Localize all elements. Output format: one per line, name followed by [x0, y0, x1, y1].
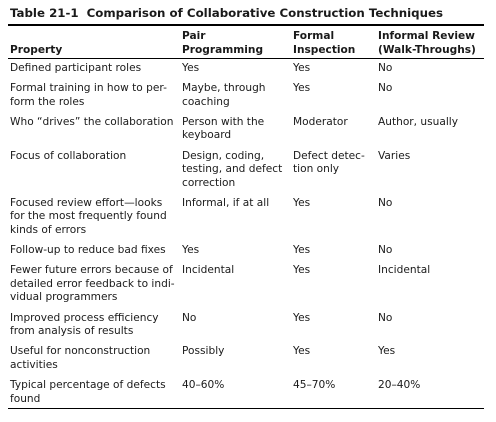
row-label: form the roles [10, 95, 85, 108]
table-cell: Possibly [182, 345, 225, 358]
table-cell: No [378, 311, 393, 324]
table-cell: No [182, 311, 197, 324]
row-label: found [10, 392, 41, 405]
table-cell: tion only [293, 163, 340, 176]
table-cell: No [378, 244, 393, 257]
row-label: Improved process efficiency [10, 311, 159, 324]
table-title: Table 21-1 Comparison of Collaborative Co… [10, 6, 443, 20]
column-header: Formal [293, 30, 335, 42]
row-label: Typical percentage of defects [10, 378, 166, 391]
table-cell: Yes [182, 62, 200, 74]
table-cell: Yes [293, 82, 311, 95]
bottom-rule [8, 408, 484, 409]
table-cell: 45–70% [293, 378, 336, 391]
row-label: Follow-up to reduce bad fixes [10, 244, 166, 257]
table-cell: Author, usually [378, 115, 458, 128]
row-label: activities [10, 358, 58, 371]
table-cell: Design, coding, [182, 149, 265, 162]
column-header: (Walk-Throughs) [378, 43, 476, 56]
row-label: Useful for nonconstruction [10, 345, 151, 358]
table-cell: Moderator [293, 115, 348, 128]
row-label: Focus of collaboration [10, 149, 127, 162]
row-label: Formal training in how to per- [10, 82, 167, 95]
table-cell: testing, and defect [182, 163, 283, 176]
table-caption: Comparison of Collaborative Construction… [86, 6, 444, 20]
column-header: Programming [182, 43, 264, 56]
table-cell: Yes [378, 345, 396, 358]
row-label: Fewer future errors because of [10, 264, 173, 277]
top-rule [8, 24, 484, 26]
table-cell: Varies [378, 149, 411, 162]
column-header: Informal Review [378, 30, 475, 42]
row-label: Who “drives” the collaboration [10, 115, 174, 128]
table-cell: Yes [293, 62, 311, 74]
header-rule [8, 58, 484, 59]
column-header: Pair [182, 30, 206, 42]
table-cell: keyboard [182, 129, 232, 142]
table-cell: correction [182, 176, 236, 189]
table-cell: No [378, 196, 393, 209]
row-label: detailed error feedback to indi- [10, 277, 175, 290]
table-cell: Informal, if at all [182, 196, 270, 209]
row-label: kinds of errors [10, 224, 87, 236]
table-cell: Yes [293, 244, 311, 257]
table-cell: Defect detec- [293, 149, 365, 162]
row-label: Focused review effort—looks [10, 196, 163, 209]
row-label: for the most frequently found [10, 210, 167, 223]
row-label: from analysis of results [10, 325, 134, 338]
column-header: Property [10, 43, 63, 56]
table-cell: coaching [182, 95, 230, 108]
table-cell: No [378, 62, 393, 74]
table-cell: Yes [293, 311, 311, 324]
table-cell: 40–60% [182, 378, 225, 391]
table-cell: Person with the [182, 115, 265, 128]
table-cell: Yes [293, 196, 311, 209]
table-cell: Yes [293, 345, 311, 358]
column-header: Inspection [293, 43, 356, 56]
table-cell: 20–40% [378, 378, 421, 391]
row-label: vidual programmers [10, 291, 118, 304]
table-cell: Incidental [182, 264, 235, 277]
table-cell: Incidental [378, 264, 431, 277]
table-cell: No [378, 82, 393, 95]
row-label: Defined participant roles [10, 62, 142, 74]
table-cell: Yes [182, 244, 200, 257]
table-cell: Yes [293, 264, 311, 277]
table-cell: Maybe, through [182, 82, 266, 95]
table-number: Table 21-1 [10, 6, 79, 20]
